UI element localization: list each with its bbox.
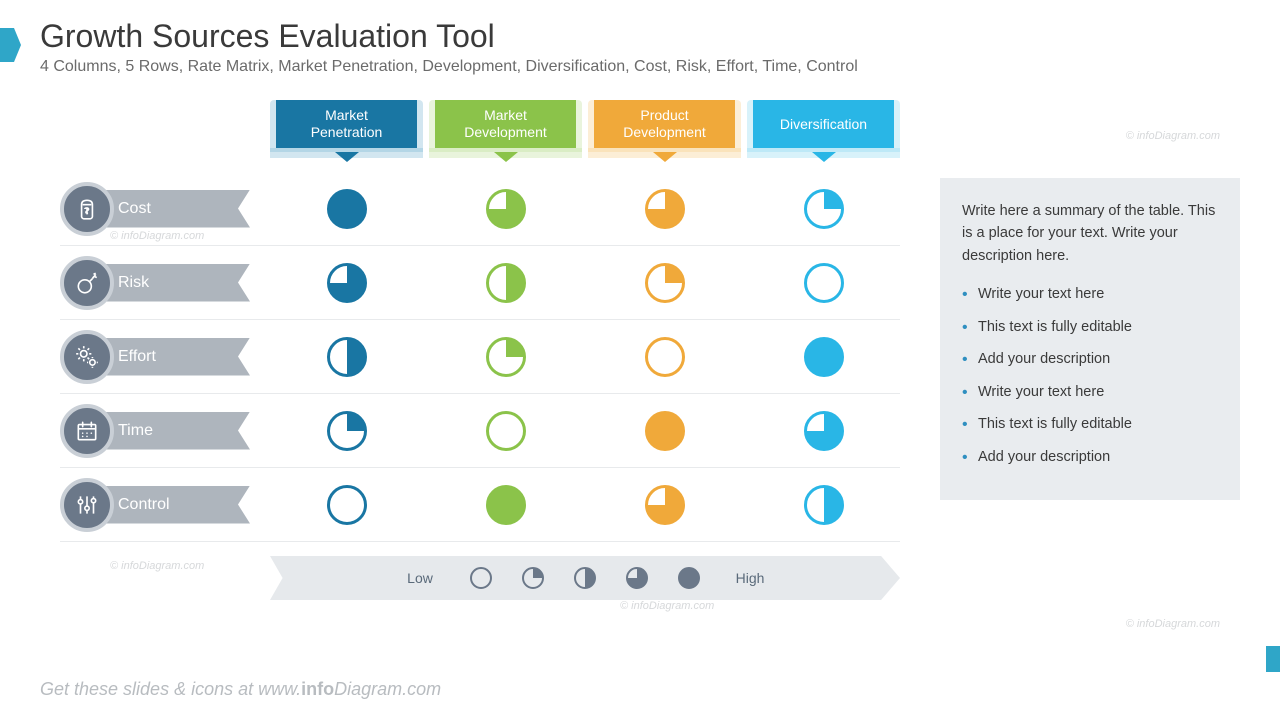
matrix-row: Control — [60, 468, 900, 542]
calendar-icon — [60, 404, 114, 458]
column-header-label: MarketPenetration — [276, 100, 417, 148]
rating-pie — [804, 411, 844, 451]
row-label-group: Cost — [60, 182, 270, 236]
matrix-cell — [270, 189, 423, 229]
row-label-group: Control — [60, 478, 270, 532]
rating-pie — [327, 411, 367, 451]
matrix-cell — [270, 337, 423, 377]
rating-pie — [804, 485, 844, 525]
matrix-cell — [747, 411, 900, 451]
matrix-cell — [270, 411, 423, 451]
matrix-cell — [270, 485, 423, 525]
matrix-cell — [747, 263, 900, 303]
summary-intro: Write here a summary of the table. This … — [962, 200, 1218, 267]
page-subtitle: 4 Columns, 5 Rows, Rate Matrix, Market P… — [40, 58, 1240, 76]
summary-bullet: Add your description — [962, 446, 1218, 468]
rating-pie — [327, 337, 367, 377]
row-label-group: Time — [60, 404, 270, 458]
legend-step — [522, 567, 544, 589]
matrix-row: Effort — [60, 320, 900, 394]
matrix-row: Cost — [60, 172, 900, 246]
legend-step — [626, 567, 648, 589]
row-label-group: Effort — [60, 330, 270, 384]
rating-pie — [486, 485, 526, 525]
watermark: © infoDiagram.com — [1126, 130, 1220, 142]
row-label: Risk — [100, 264, 250, 302]
legend-high: High — [730, 570, 770, 586]
row-label: Control — [100, 486, 250, 524]
gears-icon — [60, 330, 114, 384]
column-header: Diversification — [747, 100, 900, 152]
rating-pie — [645, 337, 685, 377]
matrix-cell — [270, 263, 423, 303]
rating-pie — [327, 485, 367, 525]
legend-low: Low — [400, 570, 440, 586]
money-icon — [60, 182, 114, 236]
summary-bullet: This text is fully editable — [962, 413, 1218, 435]
row-label: Cost — [100, 190, 250, 228]
rating-pie — [645, 263, 685, 303]
matrix-row: Time — [60, 394, 900, 468]
legend-step — [678, 567, 700, 589]
column-header-label: MarketDevelopment — [435, 100, 576, 148]
matrix-cell — [588, 485, 741, 525]
matrix-row: Risk — [60, 246, 900, 320]
summary-bullet: Add your description — [962, 348, 1218, 370]
summary-bullet: This text is fully editable — [962, 316, 1218, 338]
rating-pie — [486, 411, 526, 451]
rating-pie — [486, 337, 526, 377]
matrix-cell — [429, 411, 582, 451]
page-title: Growth Sources Evaluation Tool — [40, 18, 495, 55]
row-label: Time — [100, 412, 250, 450]
legend-step — [574, 567, 596, 589]
summary-box: Write here a summary of the table. This … — [940, 178, 1240, 500]
bomb-icon — [60, 256, 114, 310]
matrix-cell — [588, 189, 741, 229]
rating-pie — [804, 263, 844, 303]
rating-pie — [645, 189, 685, 229]
watermark: © infoDiagram.com — [620, 600, 714, 612]
matrix-cell — [747, 337, 900, 377]
summary-bullet: Write your text here — [962, 381, 1218, 403]
matrix: MarketPenetration MarketDevelopment Prod… — [60, 100, 900, 600]
matrix-cell — [429, 337, 582, 377]
rating-pie — [327, 189, 367, 229]
matrix-cell — [429, 189, 582, 229]
matrix-cell — [747, 485, 900, 525]
row-label-group: Risk — [60, 256, 270, 310]
row-label: Effort — [100, 338, 250, 376]
column-header-label: ProductDevelopment — [594, 100, 735, 148]
matrix-cell — [588, 411, 741, 451]
matrix-cell — [588, 337, 741, 377]
sliders-icon — [60, 478, 114, 532]
matrix-cell — [429, 485, 582, 525]
rating-pie — [645, 411, 685, 451]
rating-pie — [486, 263, 526, 303]
accent-bar-right — [1266, 646, 1280, 672]
watermark: © infoDiagram.com — [1126, 618, 1220, 630]
column-header: MarketDevelopment — [429, 100, 582, 152]
column-header: MarketPenetration — [270, 100, 423, 152]
matrix-cell — [429, 263, 582, 303]
rating-pie — [804, 189, 844, 229]
rating-pie — [486, 189, 526, 229]
matrix-cell — [747, 189, 900, 229]
legend-bar: Low High — [270, 556, 900, 600]
column-header: ProductDevelopment — [588, 100, 741, 152]
rating-pie — [804, 337, 844, 377]
rating-pie — [327, 263, 367, 303]
rating-pie — [645, 485, 685, 525]
column-header-label: Diversification — [753, 100, 894, 148]
accent-bar-left — [0, 28, 14, 62]
matrix-cell — [588, 263, 741, 303]
footer-text: Get these slides & icons at www.infoDiag… — [40, 679, 441, 700]
legend-step — [470, 567, 492, 589]
summary-bullet: Write your text here — [962, 283, 1218, 305]
